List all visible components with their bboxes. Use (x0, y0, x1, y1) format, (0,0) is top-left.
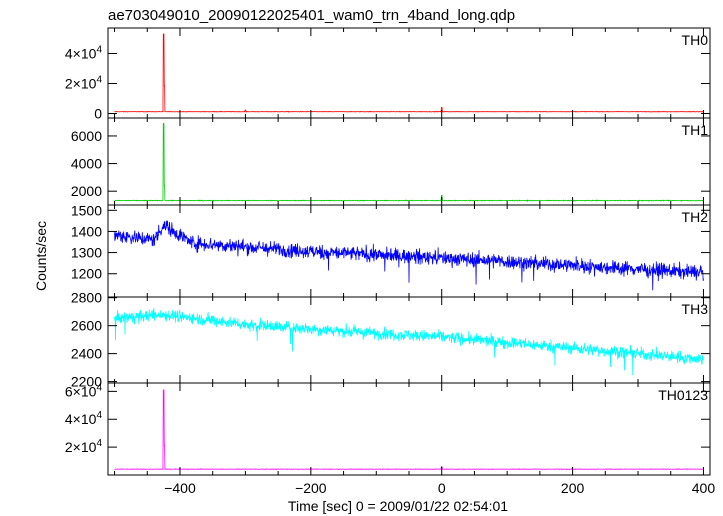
x-tick-label: −400 (164, 480, 196, 496)
series-line-th0123 (114, 389, 704, 471)
x-tick-label: 0 (438, 480, 446, 496)
x-tick-label: 400 (692, 480, 716, 496)
x-tick-label: 200 (561, 480, 585, 496)
y-tick-label: 2400 (71, 346, 102, 362)
panel-label: TH0 (682, 32, 709, 48)
y-tick-label: 1400 (71, 223, 102, 239)
y-tick-label: 1500 (71, 202, 102, 218)
y-tick-label: 4×104 (65, 45, 103, 62)
panel-th0: 0 2×104 4×104 TH0 (65, 27, 711, 122)
y-tick-label: 2800 (71, 290, 102, 306)
x-axis-label: Time [sec] 0 = 2009/01/22 02:54:01 (288, 498, 508, 514)
y-tick-label: 1200 (71, 266, 102, 282)
y-tick-label: 4×104 (65, 410, 103, 427)
panel-frame-th3 (107, 296, 711, 384)
series-line-th0 (114, 33, 704, 113)
y-tick-label: 4000 (71, 156, 102, 172)
panel-label: TH1 (682, 122, 709, 138)
panel-th3: 2200 2400 2600 2800 TH3 (71, 290, 711, 390)
panel-frame-th1 (107, 117, 711, 206)
chart-title: ae703049010_20090122025401_wam0_trn_4ban… (108, 7, 515, 24)
panel-th2: 1200 1300 1400 1500 TH2 (71, 202, 711, 298)
series-line-th3 (114, 307, 704, 376)
panel-label: TH2 (682, 209, 709, 225)
panel-frame-th0123 (107, 382, 711, 476)
series-line-th2 (114, 220, 704, 291)
panel-th1: 2000 4000 6000 TH1 (71, 117, 711, 206)
y-tick-label: 0 (94, 106, 102, 122)
x-tick-label: −200 (295, 480, 327, 496)
y-tick-label: 2600 (71, 318, 102, 334)
panel-frame-th0 (107, 27, 711, 119)
series-line-th1 (114, 123, 704, 203)
y-tick-label: 6000 (71, 128, 102, 144)
panel-label: TH3 (682, 301, 709, 317)
panel-frame-th2 (107, 204, 711, 298)
y-tick-label: 6×104 (65, 382, 103, 399)
y-tick-label: 2×104 (65, 438, 103, 455)
y-tick-label: 2200 (71, 374, 102, 390)
y-tick-label: 2×104 (65, 75, 103, 92)
panel-th0123: 2×104 4×104 6×104 TH0123 (65, 382, 711, 476)
y-tick-label: 1300 (71, 245, 102, 261)
y-axis-label: Counts/sec (33, 221, 49, 291)
y-tick-label: 2000 (71, 183, 102, 199)
panel-label: TH0123 (658, 387, 708, 403)
